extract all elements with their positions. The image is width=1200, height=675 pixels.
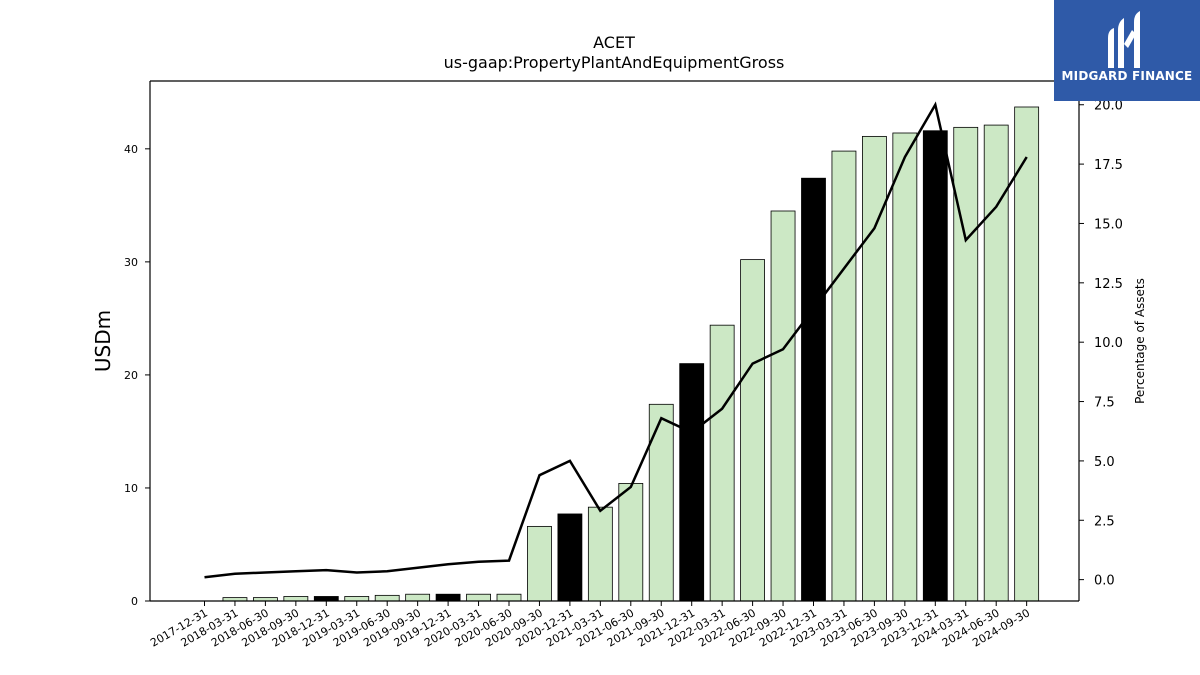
chart-title: ACET xyxy=(593,33,635,52)
bar-2019-12-31 xyxy=(435,593,461,602)
bar-2022-09-30 xyxy=(770,210,796,602)
bar-2023-09-30 xyxy=(892,132,918,602)
bar-2023-06-30 xyxy=(862,135,887,602)
y2-tick-label: 5.0 xyxy=(1094,455,1115,470)
logo-mark-icon xyxy=(1108,11,1140,68)
logo-text: MIDGARD FINANCE xyxy=(1061,69,1193,83)
bar-2023-12-31 xyxy=(922,130,948,602)
bar-2024-06-30 xyxy=(983,124,1009,602)
y-axis-label: USDm xyxy=(91,310,115,372)
bar-2020-06-30 xyxy=(496,593,522,602)
bars xyxy=(222,106,1040,602)
bar-2019-09-30 xyxy=(405,593,431,602)
y-tick-label: 10 xyxy=(124,482,138,495)
bar-2021-12-31 xyxy=(679,363,705,602)
y-tick-label: 30 xyxy=(124,256,138,269)
y2-tick-label: 15.0 xyxy=(1094,217,1123,232)
bar-2021-09-30 xyxy=(648,403,674,602)
bar-2018-12-31 xyxy=(313,596,339,602)
chart-subtitle: us-gaap:PropertyPlantAndEquipmentGross xyxy=(444,53,785,72)
bar-2023-03-31 xyxy=(831,150,857,602)
bar-2022-12-31 xyxy=(801,177,826,602)
y2-tick-label: 20.0 xyxy=(1094,99,1123,114)
percentage-line xyxy=(204,101,1028,579)
bar-2021-06-30 xyxy=(618,483,644,602)
y-tick-label: 40 xyxy=(124,143,138,156)
y2-tick-label: 0.0 xyxy=(1094,574,1115,589)
y2-tick-label: 17.5 xyxy=(1094,158,1123,173)
midgard-finance-logo: MIDGARD FINANCE xyxy=(1054,0,1200,101)
bar-2018-09-30 xyxy=(283,596,309,602)
bar-2020-03-31 xyxy=(466,593,491,602)
y2-tick-label: 10.0 xyxy=(1094,336,1123,351)
bar-2022-03-31 xyxy=(709,324,735,602)
bar-2022-06-30 xyxy=(740,259,765,602)
y-tick-label: 20 xyxy=(124,369,138,382)
bar-2024-09-30 xyxy=(1014,106,1040,602)
y2-tick-label: 7.5 xyxy=(1094,396,1115,411)
bar-2021-03-31 xyxy=(587,506,613,602)
bar-2020-09-30 xyxy=(527,525,552,602)
y2-tick-label: 2.5 xyxy=(1094,514,1115,529)
bar-2020-12-31 xyxy=(557,513,583,602)
y-tick-label: 0 xyxy=(131,595,138,608)
bar-2019-03-31 xyxy=(344,596,370,602)
bar-2019-06-30 xyxy=(374,594,400,602)
y2-tick-label: 12.5 xyxy=(1094,277,1123,292)
y2-axis-label: Percentage of Assets xyxy=(1133,278,1147,404)
line-series xyxy=(204,101,1028,579)
